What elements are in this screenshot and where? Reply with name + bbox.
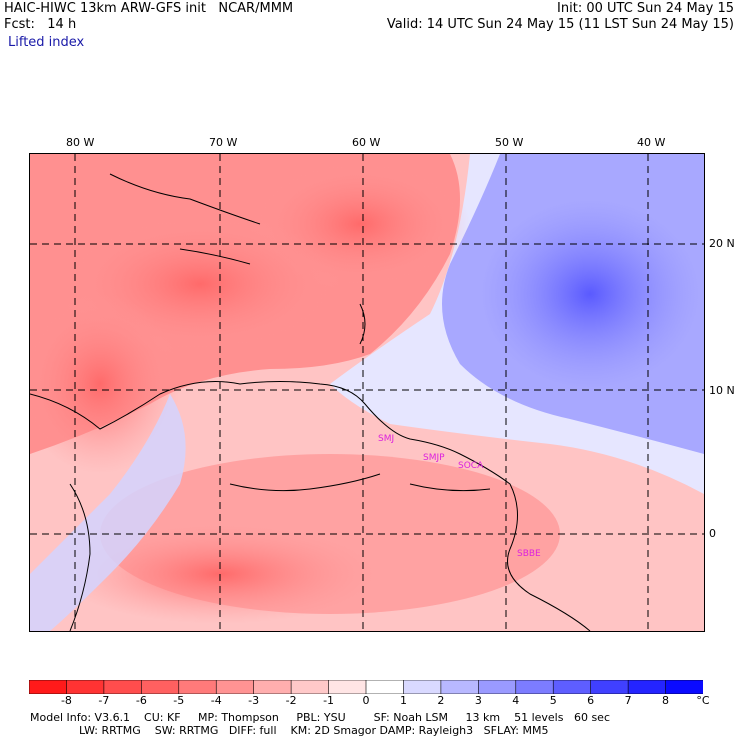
lon-label-80w: 80 W <box>66 136 95 149</box>
colorbar-swatch <box>328 680 367 694</box>
colorbar-tick-label: -2 <box>285 694 297 707</box>
colorbar-swatch <box>627 680 667 694</box>
lon-label-50w: 50 W <box>495 136 524 149</box>
colorbar-tick-label: 1 <box>399 694 407 707</box>
colorbar-tick-label: 7 <box>624 694 632 707</box>
colorbar-swatch <box>478 680 517 694</box>
colorbar-swatch <box>403 680 442 694</box>
model-info-line-2: LW: RRTMG SW: RRTMG DIFF: full KM: 2D Sm… <box>30 724 549 737</box>
colorbar-swatch <box>253 680 292 694</box>
graticule <box>30 154 704 631</box>
lat-label-20n: 20 N <box>709 237 735 250</box>
coastlines <box>30 173 591 631</box>
field-name: Lifted index <box>8 35 85 50</box>
lon-label-70w: 70 W <box>209 136 238 149</box>
colorbar-swatch <box>665 680 703 694</box>
lon-label-60w: 60 W <box>352 136 381 149</box>
colorbar-tick-label: 4 <box>512 694 520 707</box>
colorbar-swatch <box>290 680 330 694</box>
colorbar-tick-label: -3 <box>248 694 260 707</box>
colorbar-tick-label: 0 <box>362 694 370 707</box>
colorbar-tick-label: 8 <box>662 694 670 707</box>
map-canvas: SMJ SMJP SOCA SBBE <box>30 154 704 631</box>
colorbar-unit: °C <box>696 694 710 707</box>
lon-label-40w: 40 W <box>637 136 666 149</box>
station-label: SBBE <box>517 549 541 559</box>
colorbar-swatch <box>29 680 68 694</box>
colorbar-swatch <box>515 680 555 694</box>
station-label: SMJ <box>378 434 394 444</box>
station-label: SOCA <box>458 461 484 471</box>
colorbar-tick-label: -1 <box>323 694 335 707</box>
colorbar <box>29 680 703 694</box>
colorbar-tick-label: -5 <box>173 694 185 707</box>
model-info-line-1: Model Info: V3.6.1 CU: KF MP: Thompson P… <box>30 711 610 724</box>
title-line-1-left: HAIC-HIWC 13km ARW-GFS init NCAR/MMM <box>4 1 294 16</box>
valid-time: Valid: 14 UTC Sun 24 May 15 (11 LST Sun … <box>386 17 734 32</box>
colorbar-tick-label: 3 <box>474 694 482 707</box>
colorbar-swatch <box>440 680 480 694</box>
init-time: Init: 00 UTC Sun 24 May 15 <box>557 1 734 16</box>
colorbar-tick-label: 6 <box>587 694 595 707</box>
colorbar-swatch <box>103 680 143 694</box>
colorbar-swatch <box>590 680 629 694</box>
colorbar-tick-label: 2 <box>437 694 445 707</box>
colorbar-swatch <box>141 680 180 694</box>
colorbar-swatch <box>178 680 218 694</box>
colorbar-swatch <box>365 680 405 694</box>
lat-label-0: 0 <box>709 527 716 540</box>
colorbar-tick-label: -4 <box>210 694 222 707</box>
colorbar-tick-label: -6 <box>135 694 147 707</box>
colorbar-tick-label: -8 <box>60 694 72 707</box>
colorbar-swatch <box>215 680 255 694</box>
forecast-hour: Fcst: 14 h <box>4 17 77 32</box>
field-stable-core <box>480 199 700 389</box>
colorbar-tick-label: 5 <box>549 694 557 707</box>
lifted-index-map: SMJ SMJP SOCA SBBE <box>29 153 705 632</box>
colorbar-tick-label: -7 <box>98 694 110 707</box>
colorbar-swatch <box>66 680 105 694</box>
lat-label-10n: 10 N <box>709 384 735 397</box>
station-label: SMJP <box>423 453 445 463</box>
colorbar-swatch <box>552 680 592 694</box>
